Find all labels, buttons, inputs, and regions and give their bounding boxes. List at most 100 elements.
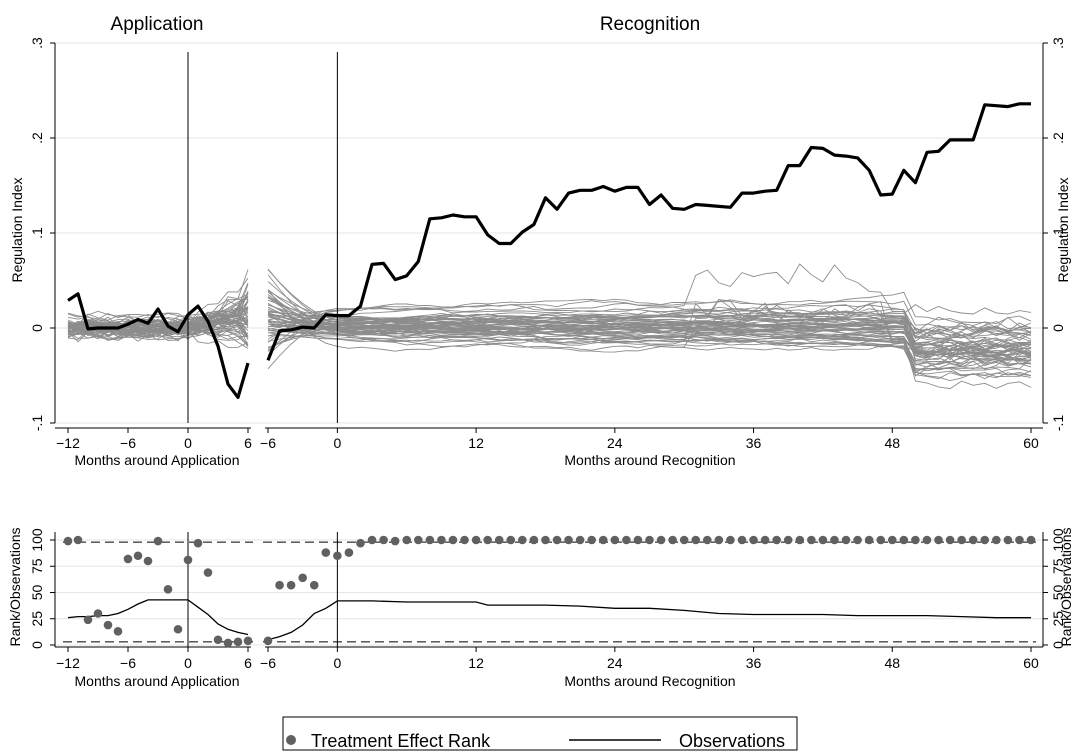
rank-points xyxy=(63,535,1036,648)
rank-point-application xyxy=(153,536,163,546)
top-axes: -.1 -.1 0 0 .1 .1 .2 .2 .3 .3 −12 −6 0 6 −6 0 12 24 36 48 60 xyxy=(29,37,1066,451)
placebo-line-recognition xyxy=(267,310,1032,341)
x-axis-label-application-bottom: Months around Application xyxy=(75,673,240,689)
rank-point-recognition xyxy=(1015,535,1024,545)
placebo-line-application xyxy=(67,323,249,346)
y-axis-label-left-top: Regulation Index xyxy=(9,177,25,282)
rank-point-recognition xyxy=(367,535,377,545)
top-xtick-label-application: −12 xyxy=(56,435,80,451)
bottom-ytick-label-left: 25 xyxy=(29,611,45,627)
rank-point-recognition xyxy=(841,535,851,545)
rank-point-recognition xyxy=(494,535,504,545)
rank-point-recognition xyxy=(656,535,666,545)
rank-point-recognition xyxy=(749,535,758,545)
top-ytick-label-left: .3 xyxy=(29,37,45,49)
bottom-xtick-label-recognition: 60 xyxy=(1023,655,1039,671)
placebo-line-recognition xyxy=(268,323,1032,361)
placebo-line-application xyxy=(67,312,249,338)
rank-point-recognition xyxy=(934,535,943,545)
bottom-xtick-label-application: 6 xyxy=(244,655,252,671)
rank-point-recognition xyxy=(737,535,747,545)
top-ytick-label-left: 0 xyxy=(29,324,45,332)
rank-point-application xyxy=(163,585,173,594)
rank-point-recognition xyxy=(425,535,435,545)
rank-point-recognition xyxy=(564,535,573,545)
treated-line-recognition xyxy=(266,102,1031,361)
top-xtick-label-recognition: −6 xyxy=(260,435,276,451)
rank-point-recognition xyxy=(645,535,654,545)
placebo-line-recognition xyxy=(267,299,1032,335)
rank-point-recognition xyxy=(471,535,481,545)
rank-point-application xyxy=(203,568,213,577)
rank-point-recognition xyxy=(309,580,319,590)
placebo-line-recognition xyxy=(267,291,1032,343)
rank-point-application xyxy=(173,624,183,634)
x-axis-label-application-top: Months around Application xyxy=(75,452,240,468)
rank-point-application xyxy=(183,555,193,565)
bottom-ytick-label-left: 100 xyxy=(29,528,45,552)
bottom-xtick-label-application: −12 xyxy=(56,655,80,671)
bottom-ytick-label-right: 50 xyxy=(1050,585,1066,601)
rank-point-recognition xyxy=(263,636,273,646)
bottom-axes: 0 0 25 25 50 50 75 75 100 100 −12 −6 0 6 −6 0 12 24 36 48 60 xyxy=(29,528,1066,671)
rank-point-recognition xyxy=(356,538,365,548)
x-axis-label-recognition-bottom: Months around Recognition xyxy=(564,673,735,689)
top-panel: -.1 -.1 0 0 .1 .1 .2 .2 .3 .3 −12 −6 0 6 −6 0 12 24 36 48 60… xyxy=(9,14,1071,468)
rank-point-application xyxy=(93,609,103,618)
rank-point-application xyxy=(193,538,203,548)
rank-point-recognition xyxy=(992,535,1001,545)
treated-line xyxy=(67,102,1031,399)
rank-point-recognition xyxy=(830,535,839,545)
rank-point-application xyxy=(103,620,113,630)
placebo-line-application xyxy=(67,306,249,338)
rank-point-recognition xyxy=(668,535,677,545)
bottom-xtick-label-recognition: 12 xyxy=(468,655,484,671)
placebo-line-application xyxy=(67,297,249,333)
rank-point-recognition xyxy=(853,535,862,545)
placebo-line-application xyxy=(67,301,249,341)
top-xtick-label-recognition: 12 xyxy=(468,435,484,451)
rank-point-recognition xyxy=(795,535,805,545)
placebo-line-application xyxy=(67,320,249,349)
legend: Treatment Effect Rank Observations xyxy=(282,716,798,751)
top-xtick-label-recognition: 60 xyxy=(1023,435,1039,451)
rank-point-recognition xyxy=(772,535,781,545)
bottom-gridlines xyxy=(55,539,1043,646)
placebo-line-application xyxy=(67,295,249,331)
rank-point-recognition xyxy=(460,535,469,545)
top-ytick-label-right: 0 xyxy=(1050,324,1066,332)
rank-point-recognition xyxy=(899,535,909,545)
placebo-line-recognition xyxy=(267,320,1032,353)
rank-point-recognition xyxy=(575,535,585,545)
rank-point-application xyxy=(213,635,223,645)
rank-point-application xyxy=(123,554,133,564)
bottom-ytick-label-right: 0 xyxy=(1050,641,1066,649)
rank-point-recognition xyxy=(402,535,412,545)
rank-point-recognition xyxy=(321,548,331,557)
rank-point-recognition xyxy=(807,535,816,545)
bottom-ytick-label-right: 100 xyxy=(1050,528,1066,552)
bottom-panel: 0 0 25 25 50 50 75 75 100 100 −12 −6 0 6 −6 0 12 24 36 48 60… xyxy=(7,527,1074,689)
legend-box xyxy=(282,716,798,751)
panel-title-recognition: Recognition xyxy=(600,14,700,35)
top-ytick-label-left: .2 xyxy=(29,132,45,144)
rank-point-recognition xyxy=(887,535,897,545)
top-ytick-label-right: .2 xyxy=(1050,132,1066,144)
placebo-line-recognition xyxy=(267,315,1032,374)
rank-point-recognition xyxy=(541,535,550,545)
rank-point-application xyxy=(223,638,233,648)
rank-point-recognition xyxy=(911,535,920,545)
top-xtick-label-recognition: 0 xyxy=(333,435,341,451)
rank-point-recognition xyxy=(413,535,423,545)
placebo-line-recognition xyxy=(267,302,1032,356)
y-axis-label-right-top: Regulation Index xyxy=(1055,177,1071,282)
bottom-xtick-label-recognition: 24 xyxy=(607,655,623,671)
top-ytick-label-right: .1 xyxy=(1050,227,1066,239)
rank-point-recognition xyxy=(922,535,932,545)
rank-point-recognition xyxy=(448,535,458,545)
rank-point-recognition xyxy=(506,535,516,545)
bottom-ytick-label-left: 75 xyxy=(29,558,45,574)
rank-point-recognition xyxy=(864,535,874,545)
rank-point-recognition xyxy=(726,535,735,545)
